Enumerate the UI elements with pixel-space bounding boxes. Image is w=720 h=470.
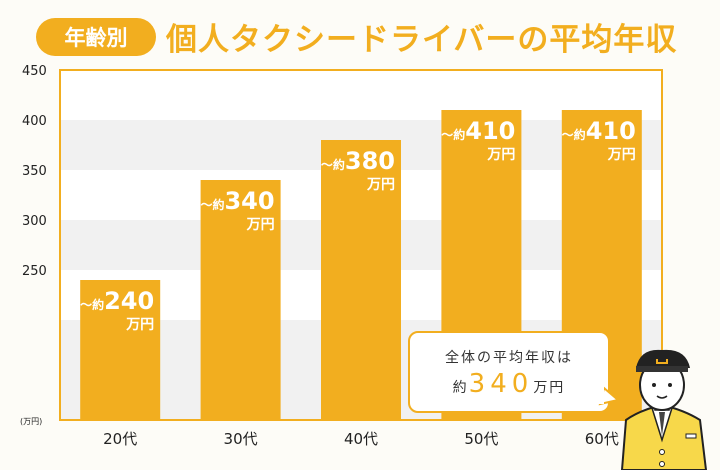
y-tick-label: 350 [22, 164, 47, 179]
category-badge: 年齢別 [36, 18, 156, 56]
data-label: ～約240 [80, 287, 154, 315]
y-tick-label: 250 [22, 264, 47, 279]
y-tick-label: 300 [22, 214, 47, 229]
plot-border [59, 69, 663, 421]
average-callout: 全体の平均年収は 約340万円 [408, 331, 610, 413]
data-label: ～約380 [321, 147, 395, 175]
callout-prefix: 約 [452, 380, 469, 396]
bar [80, 280, 161, 420]
data-label-unit: 万円 [125, 317, 154, 333]
data-label: ～約340 [200, 187, 274, 215]
data-label: ～約410 [562, 117, 636, 145]
y-tick-label: 400 [22, 114, 47, 129]
data-label-unit: 万円 [607, 147, 636, 163]
callout-unit: 万円 [533, 380, 566, 396]
x-tick-label: 60代 [585, 430, 619, 448]
y-tick-label: 450 [22, 64, 47, 79]
data-label: ～約410 [441, 117, 515, 145]
data-label-unit: 万円 [366, 177, 395, 193]
bar [321, 140, 401, 420]
data-label-unit: 万円 [246, 217, 275, 233]
x-tick-label: 40代 [344, 430, 378, 448]
callout-value: 340 [468, 369, 534, 399]
x-tick-label: 50代 [464, 430, 498, 448]
bar [200, 180, 281, 420]
y-axis-unit: (万円) [20, 417, 42, 426]
x-tick-label: 30代 [224, 430, 258, 448]
x-tick-label: 20代 [103, 430, 137, 448]
callout-text: 全体の平均年収は [445, 350, 573, 366]
data-label-unit: 万円 [486, 147, 515, 163]
page-title: 個人タクシードライバーの平均年収 [166, 22, 678, 58]
